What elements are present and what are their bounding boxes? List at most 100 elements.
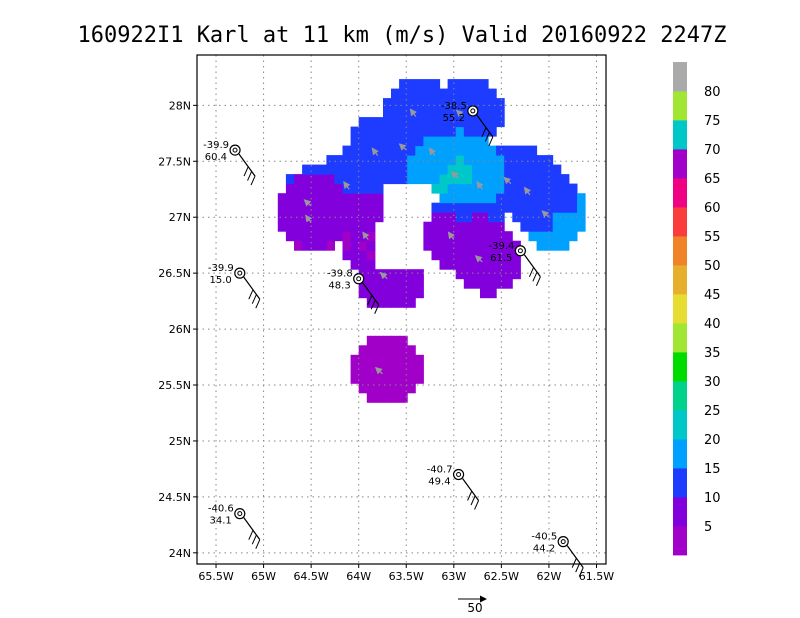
wind-speed-cell	[552, 231, 562, 242]
wind-speed-cell	[447, 202, 457, 213]
wind-speed-cell	[480, 145, 489, 156]
wind-speed-cell	[366, 383, 376, 394]
wind-barb-flag	[243, 166, 249, 177]
wind-speed-cell	[471, 117, 481, 128]
wind-speed-cell	[399, 155, 408, 166]
wind-speed-cell	[294, 231, 303, 242]
wind-barb-staff	[238, 153, 256, 177]
wind-speed-cell	[399, 335, 408, 346]
wind-speed-cell	[318, 240, 327, 251]
wind-barb-flag	[251, 294, 257, 304]
wind-speed-cell	[407, 126, 416, 137]
wind-speed-cell	[318, 174, 327, 185]
wind-speed-cell	[463, 183, 473, 194]
station-circle	[234, 267, 246, 279]
wind-speed-cell	[536, 164, 546, 175]
wind-speed-cell	[358, 269, 368, 280]
wind-speed-cell	[512, 259, 521, 270]
wind-speed-cell	[577, 202, 586, 213]
colorbar-label: 50	[704, 259, 721, 274]
wind-speed-cell	[366, 126, 376, 137]
wind-speed-cell	[520, 202, 529, 213]
wind-speed-cell	[318, 202, 327, 213]
wind-speed-cell	[528, 193, 538, 204]
wind-speed-cell	[358, 117, 368, 128]
wind-speed-cell	[383, 164, 392, 175]
station-circle-inner	[232, 147, 238, 153]
wind-barb-flag	[488, 136, 494, 147]
wind-speed-cell	[471, 126, 481, 137]
wind-speed-cell	[334, 202, 343, 213]
wind-speed-cell	[366, 202, 376, 213]
station-plot: -40.544.2	[531, 532, 584, 577]
wind-speed-cell	[350, 231, 360, 242]
wind-speed-cell	[431, 98, 441, 109]
wind-speed-cell	[399, 297, 408, 308]
y-tick-label: 28N	[169, 99, 191, 112]
wind-speed-cell	[496, 174, 505, 185]
wind-speed-cell	[455, 145, 465, 156]
wind-speed-cell	[447, 250, 457, 261]
wind-speed-cell	[391, 107, 400, 118]
wind-speed-cell	[415, 269, 424, 280]
wind-speed-cell	[512, 250, 521, 261]
wind-speed-cell	[455, 98, 465, 109]
wind-speed-cell	[463, 136, 473, 147]
wind-speed-cell	[277, 202, 287, 213]
wind-speed-cell	[447, 193, 457, 204]
wind-speed-cell	[407, 136, 416, 147]
wind-speed-cell	[488, 88, 497, 99]
wind-speed-cell	[366, 288, 376, 299]
wind-speed-cell	[504, 145, 513, 156]
wind-speed-cell	[471, 145, 481, 156]
wind-speed-cell	[463, 259, 473, 270]
wind-speed-cell	[366, 231, 376, 242]
colorbar-label: 65	[704, 172, 721, 187]
wind-speed-cell	[471, 269, 481, 280]
wind-speed-cell	[431, 212, 441, 223]
wind-speed-cell	[326, 212, 335, 223]
wind-speed-cell	[366, 221, 376, 232]
wind-speed-cell	[366, 259, 376, 270]
wind-speed-cell	[374, 288, 384, 299]
wind-speed-cell	[294, 174, 303, 185]
wind-speed-cell	[552, 183, 562, 194]
wind-speed-cell	[383, 383, 392, 394]
wind-speed-cell	[391, 164, 400, 175]
colorbar-label: 60	[704, 201, 721, 216]
wind-speed-cell	[350, 212, 360, 223]
wind-speed-cell	[431, 126, 441, 137]
wind-speed-cell	[407, 117, 416, 128]
wind-speed-cell	[302, 183, 311, 194]
station-temperature: -40.7	[427, 465, 453, 476]
wind-speed-cell	[383, 155, 392, 166]
wind-speed-cell	[455, 250, 465, 261]
wind-speed-cell	[383, 364, 392, 375]
wind-speed-cell	[415, 155, 424, 166]
wind-speed-cell	[383, 98, 392, 109]
wind-speed-cell	[358, 288, 368, 299]
wind-speed-cell	[536, 221, 546, 232]
wind-speed-cell	[399, 288, 408, 299]
wind-speed-cell	[407, 145, 416, 156]
wind-speed-cell	[342, 231, 352, 242]
wind-speed-cell	[334, 212, 343, 223]
wind-speed-cell	[366, 240, 376, 251]
wind-speed-cell	[334, 193, 343, 204]
wind-barb-flag	[370, 300, 376, 310]
wind-speed-cell	[488, 240, 497, 251]
wind-speed-cell	[423, 98, 432, 109]
wind-speed-cell	[504, 269, 513, 280]
wind-speed-cell	[366, 212, 376, 223]
wind-vector	[303, 199, 312, 207]
station-wind: 55.2	[443, 113, 465, 124]
wind-speed-cell	[415, 373, 424, 384]
wind-speed-cell	[471, 98, 481, 109]
station-temperature: -40.6	[208, 504, 234, 515]
wind-speed-cell	[544, 183, 554, 194]
wind-barb-flag	[467, 491, 473, 501]
wind-speed-cell	[391, 335, 400, 346]
wind-speed-cell	[471, 259, 481, 270]
wind-speed-cell	[552, 240, 562, 251]
wind-speed-cell	[504, 231, 513, 242]
